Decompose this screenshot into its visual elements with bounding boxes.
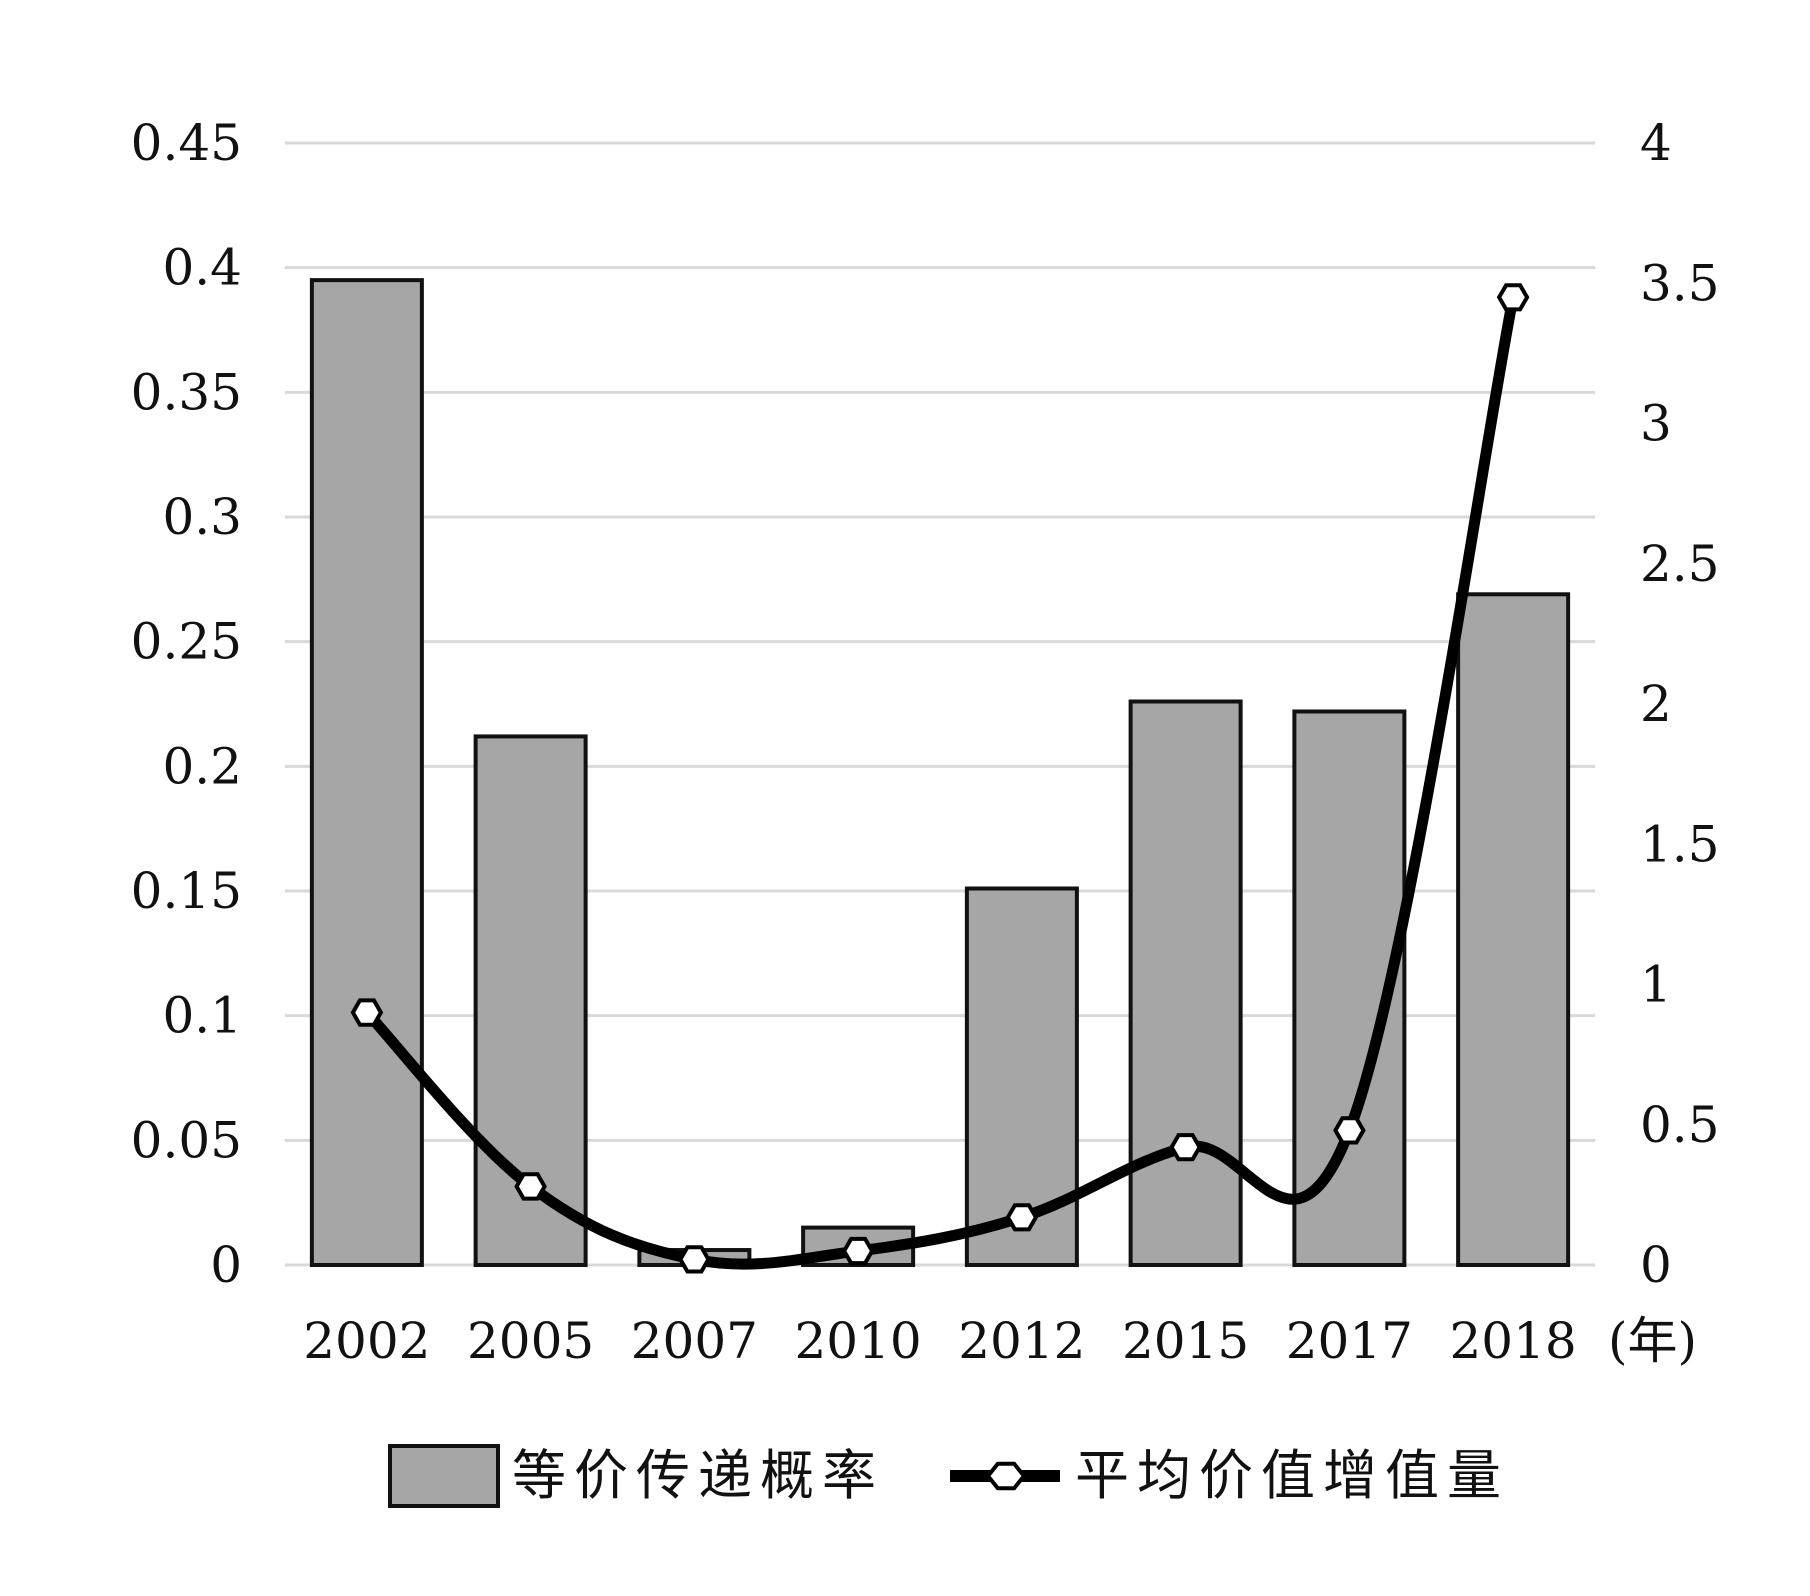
left-tick-label: 0.1 (162, 987, 242, 1045)
left-tick-label: 0.35 (131, 363, 242, 421)
right-tick-label: 4 (1640, 114, 1672, 172)
x-tick-label: 2005 (467, 1312, 594, 1370)
left-tick-label: 0.45 (131, 114, 242, 172)
line-point (1333, 1116, 1366, 1145)
line-point (1005, 1203, 1039, 1232)
line-point (841, 1236, 875, 1266)
legend: 等价传递概率 平均价值增值量 (388, 1444, 1509, 1508)
legend-line-label: 平均价值增值量 (1075, 1444, 1509, 1507)
right-tick-label: 3 (1640, 395, 1672, 453)
line-path (361, 291, 1519, 1270)
right-y-axis: 0 0.5 1 1.5 2 2.5 3 3.5 4 (1640, 114, 1720, 1294)
x-tick-label: 2002 (303, 1312, 430, 1370)
right-tick-label: 0.5 (1640, 1096, 1720, 1154)
right-tick-label: 0 (1640, 1236, 1672, 1294)
x-tick-label: 2012 (958, 1312, 1085, 1370)
right-tick-label: 2 (1640, 675, 1672, 733)
right-tick-label: 1 (1640, 956, 1672, 1014)
legend-line-marker (985, 1461, 1027, 1491)
bar (1128, 699, 1243, 1267)
x-tick-label: 2010 (795, 1312, 922, 1370)
left-tick-label: 0 (210, 1236, 242, 1294)
x-tick-label: 2017 (1286, 1312, 1413, 1370)
line-point (1496, 283, 1530, 312)
right-tick-label: 3.5 (1640, 254, 1720, 312)
left-tick-label: 0.2 (162, 737, 242, 795)
line-point (678, 1245, 711, 1274)
left-y-axis: 0 0.05 0.1 0.15 0.2 0.25 0.3 0.35 0.4 0.45 (131, 114, 242, 1294)
bar-series (309, 278, 1571, 1268)
bar (309, 278, 424, 1267)
bar (1456, 592, 1571, 1267)
left-tick-label: 0.15 (131, 862, 242, 920)
line-series (350, 283, 1530, 1274)
left-tick-label: 0.4 (162, 239, 242, 297)
x-tick-label: 2015 (1122, 1312, 1249, 1370)
line-point (350, 998, 384, 1027)
right-tick-label: 1.5 (1640, 815, 1720, 873)
left-tick-label: 0.25 (131, 613, 242, 671)
right-tick-label: 2.5 (1640, 535, 1720, 593)
left-tick-label: 0.05 (131, 1111, 242, 1169)
legend-bar-swatch (388, 1444, 500, 1508)
x-tick-label: 2007 (631, 1312, 758, 1370)
legend-bar-label: 等价传递概率 (512, 1444, 884, 1507)
x-axis: (年) 2002 2005 2007 2010 2012 2015 2017 2018 (303, 1312, 1697, 1370)
left-tick-label: 0.3 (162, 488, 242, 546)
line-point (1169, 1133, 1202, 1162)
x-tick-label: 2018 (1450, 1312, 1577, 1370)
x-axis-unit-label: (年) (1608, 1312, 1697, 1370)
line-point (514, 1172, 547, 1201)
